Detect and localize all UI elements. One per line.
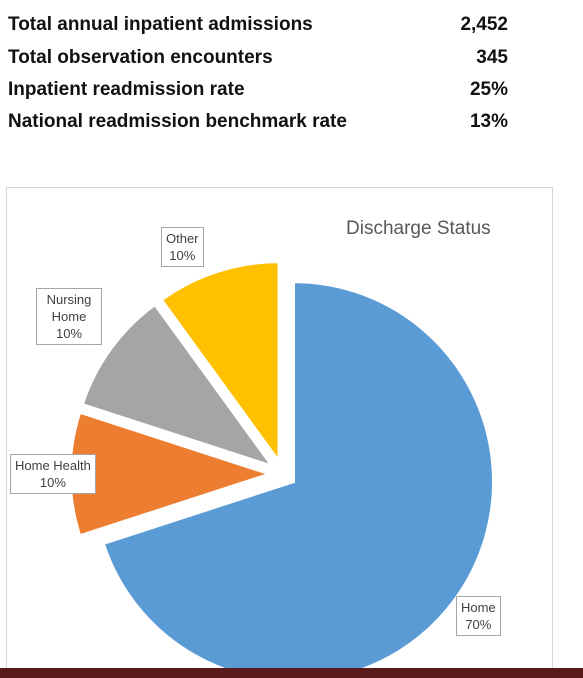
pie-slice-other bbox=[159, 260, 281, 467]
bottom-border-bar bbox=[0, 668, 583, 678]
stat-value: 345 bbox=[476, 47, 508, 68]
stat-row-benchmark-rate: National readmission benchmark rate 13% bbox=[8, 107, 508, 137]
data-label-home-health: Home Health 10% bbox=[10, 454, 96, 494]
stat-label: Total annual inpatient admissions bbox=[8, 14, 313, 35]
stat-row-admissions: Total annual inpatient admissions 2,452 bbox=[8, 10, 508, 40]
stat-value: 13% bbox=[469, 111, 508, 132]
stat-label: National readmission benchmark rate bbox=[8, 111, 347, 132]
slice-value: 10% bbox=[39, 475, 66, 490]
stat-row-readmission-rate: Inpatient readmission rate 25% bbox=[8, 75, 508, 105]
slice-label: Other bbox=[166, 231, 199, 246]
stat-label: Total observation encounters bbox=[8, 47, 273, 68]
slice-label: Nursing Home bbox=[46, 292, 92, 324]
pie-slice-home bbox=[101, 280, 496, 678]
slice-label: Home bbox=[461, 600, 496, 615]
slice-value: 10% bbox=[55, 326, 83, 341]
pie-slice-nursing-home bbox=[80, 302, 277, 470]
data-label-nursing-home: Nursing Home 10% bbox=[36, 288, 102, 345]
stat-value: 2,452 bbox=[460, 14, 508, 35]
slice-value: 70% bbox=[465, 617, 492, 632]
slice-value: 10% bbox=[169, 248, 196, 263]
data-label-other: Other 10% bbox=[161, 227, 204, 267]
stat-row-observation: Total observation encounters 345 bbox=[8, 43, 508, 73]
stat-label: Inpatient readmission rate bbox=[8, 79, 245, 100]
stat-value: 25% bbox=[469, 79, 508, 100]
chart-title: Discharge Status bbox=[346, 218, 491, 239]
slice-label: Home Health bbox=[15, 458, 91, 473]
data-label-home: Home 70% bbox=[456, 596, 501, 636]
